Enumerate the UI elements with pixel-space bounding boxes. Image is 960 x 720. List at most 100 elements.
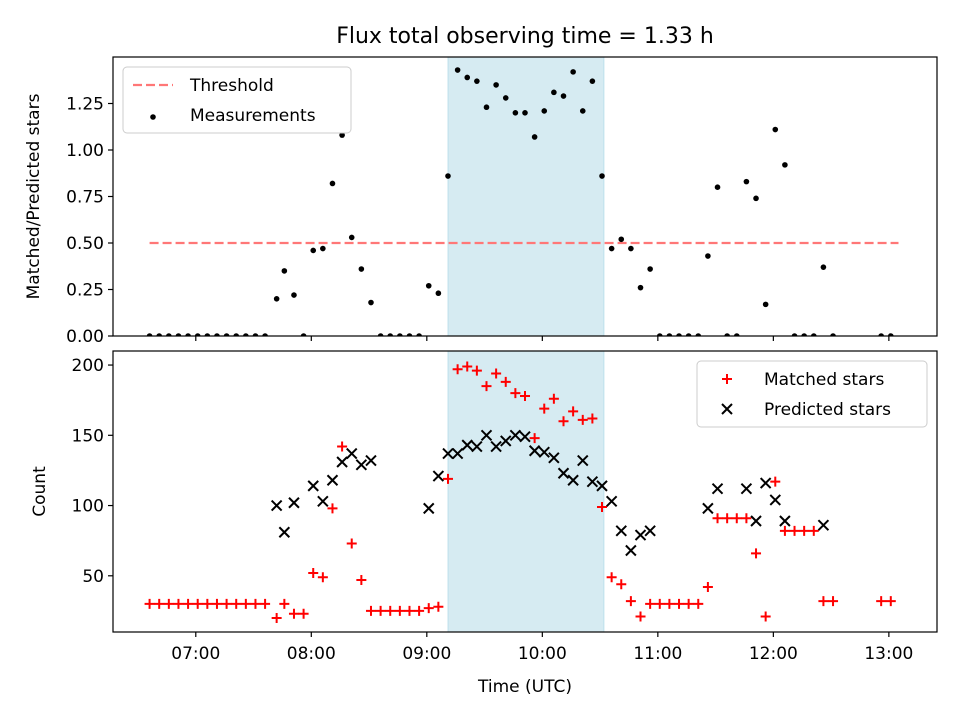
data-point xyxy=(204,333,211,336)
matched-marker xyxy=(529,433,540,444)
matched-marker xyxy=(308,567,319,578)
matched-marker xyxy=(192,598,203,609)
y-tick-label: 0.50 xyxy=(66,234,104,254)
data-point xyxy=(416,333,422,336)
data-point xyxy=(387,333,394,336)
data-point xyxy=(743,178,750,185)
matched-marker xyxy=(606,572,617,583)
predicted-marker xyxy=(740,482,753,495)
matched-marker xyxy=(760,611,771,622)
chart-title: Flux total observing time = 1.33 h xyxy=(336,24,714,49)
data-point xyxy=(637,284,644,291)
y-tick-label: 50 xyxy=(82,567,104,587)
matched-marker xyxy=(577,414,588,425)
data-point xyxy=(243,333,249,336)
predicted-marker xyxy=(461,439,473,451)
data-point xyxy=(685,333,692,336)
panel-ratio: 0.00 0.25 0.50 0.75 1.00 1.25 Matched/Predicte… xyxy=(24,56,938,347)
data-point xyxy=(551,89,557,96)
data-point xyxy=(589,78,596,84)
x-tick-label: 09:00 xyxy=(402,644,451,664)
matched-marker xyxy=(404,605,415,616)
data-point xyxy=(820,264,827,270)
legend-label: Measurements xyxy=(190,106,316,126)
y-tick-label: 0.75 xyxy=(66,188,104,208)
matched-marker xyxy=(597,501,608,512)
data-point xyxy=(223,333,230,336)
data-point xyxy=(435,290,442,297)
data-point xyxy=(194,333,201,336)
x-tick-label: 10:00 xyxy=(518,644,567,664)
data-point xyxy=(483,104,490,111)
matched-marker xyxy=(337,441,348,452)
matched-marker xyxy=(731,513,742,524)
x-axis-label: Time (UTC) xyxy=(477,677,572,697)
data-point xyxy=(464,74,471,81)
y-tick-label: 100 xyxy=(72,497,104,517)
predicted-marker xyxy=(278,526,291,538)
data-point xyxy=(656,333,663,336)
matched-marker xyxy=(442,473,453,484)
data-point xyxy=(810,333,817,336)
matched-marker xyxy=(365,605,376,616)
predicted-marker xyxy=(779,515,791,527)
legend-label: Predicted stars xyxy=(764,400,891,420)
x-tick-label: 13:00 xyxy=(864,644,913,664)
predicted-marker xyxy=(480,429,493,442)
data-point xyxy=(531,134,538,140)
matched-marker xyxy=(664,598,675,609)
y-tick-label: 200 xyxy=(72,356,104,376)
matched-marker xyxy=(452,364,463,375)
predicted-marker xyxy=(750,515,762,527)
legend-dot-swatch xyxy=(150,114,156,120)
predicted-marker xyxy=(538,446,550,458)
data-point xyxy=(281,268,288,274)
matched-marker xyxy=(154,598,165,609)
matched-marker xyxy=(471,365,482,376)
predicted-marker xyxy=(769,494,781,506)
data-point xyxy=(676,333,682,336)
predicted-marker xyxy=(336,456,348,468)
predicted-marker xyxy=(528,445,541,457)
data-layer xyxy=(144,361,896,623)
predicted-marker xyxy=(557,467,570,479)
data-point xyxy=(724,333,730,336)
matched-marker xyxy=(346,538,357,549)
matched-marker xyxy=(654,598,665,609)
matched-marker xyxy=(385,605,396,616)
predicted-marker xyxy=(423,502,435,515)
predicted-marker xyxy=(288,497,300,509)
predicted-marker xyxy=(471,440,483,453)
matched-marker xyxy=(260,598,271,609)
matched-marker xyxy=(779,525,790,536)
data-point xyxy=(541,108,548,114)
matched-marker xyxy=(163,598,174,609)
data-point xyxy=(560,93,567,99)
matched-marker xyxy=(423,603,434,614)
predicted-marker xyxy=(500,435,512,447)
y-axis-label: Matched/Predicted stars xyxy=(24,93,44,299)
matched-marker xyxy=(818,596,829,607)
matched-marker xyxy=(202,598,213,609)
matched-marker xyxy=(144,598,155,609)
matched-marker xyxy=(635,611,646,622)
data-point xyxy=(300,333,307,336)
data-point xyxy=(618,236,625,243)
matched-marker xyxy=(885,596,896,607)
predicted-marker xyxy=(270,499,283,512)
data-point xyxy=(762,301,769,308)
data-point xyxy=(878,333,884,336)
predicted-marker xyxy=(586,475,599,488)
matched-marker xyxy=(462,361,473,372)
matched-marker xyxy=(433,601,444,612)
x-tick-label: 11:00 xyxy=(633,644,682,664)
legend-box xyxy=(122,66,352,134)
data-point xyxy=(599,173,605,179)
predicted-marker xyxy=(317,495,329,508)
data-point xyxy=(570,69,576,75)
data-point xyxy=(146,333,153,336)
data-point xyxy=(628,245,634,252)
x-tick-label: 08:00 xyxy=(287,644,336,664)
data-point xyxy=(493,82,499,88)
matched-marker xyxy=(751,548,762,559)
